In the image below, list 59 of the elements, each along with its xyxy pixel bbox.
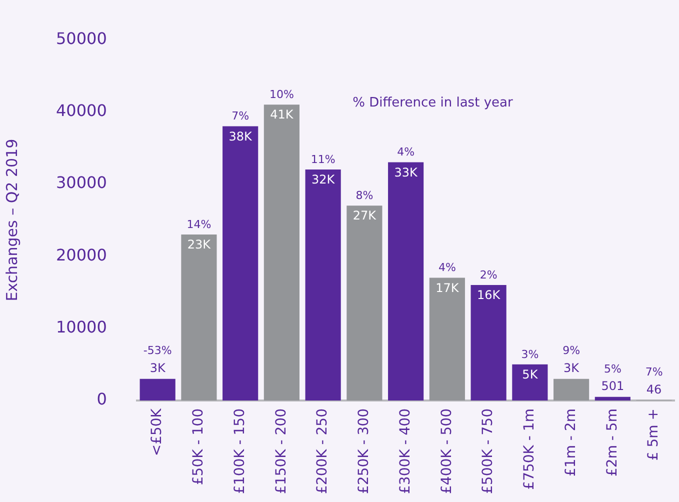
annotation: 4% [438, 261, 456, 274]
data-label: 501 [601, 379, 624, 394]
annotation: 14% [186, 218, 212, 231]
data-label: 27K [352, 208, 378, 223]
x-tick-label: £250K - 300 [356, 408, 372, 494]
x-tick-label: <£50K [149, 408, 166, 456]
bar [140, 378, 176, 401]
x-tick-label: £ 5m + [646, 408, 662, 461]
annotation: 4% [397, 146, 415, 159]
y-tick-label: 0 [96, 390, 107, 409]
data-label: 16K [476, 288, 502, 302]
data-label: 32K [312, 172, 336, 187]
y-tick-label: 40000 [56, 100, 107, 120]
x-tick-label: £400K - 500 [438, 408, 455, 494]
bar [554, 378, 590, 401]
y-tick-label: 50000 [56, 28, 107, 48]
x-tick-label: £200K - 250 [314, 408, 331, 494]
annotation: 2% [480, 268, 498, 282]
bar [512, 364, 548, 401]
annotation: 5% [604, 362, 622, 376]
bar [594, 396, 630, 401]
x-tick-label: £2m - 5m [604, 408, 620, 476]
annotation: 8% [356, 188, 374, 202]
x-tick-label: £300K - 400 [397, 408, 414, 494]
x-tick-label: £50K - 100 [190, 408, 207, 486]
data-label: 41K [270, 108, 294, 122]
data-label: 3K [564, 360, 580, 375]
annotation: 7% [645, 366, 663, 379]
data-label: 17K [436, 280, 460, 295]
data-label: 46 [646, 382, 662, 396]
annotation: % Difference in last year [352, 95, 514, 110]
bar [429, 278, 465, 401]
bar [222, 126, 258, 401]
annotation: -53% [143, 344, 172, 358]
data-label: 3K [150, 360, 166, 375]
annotation: 9% [562, 344, 580, 358]
bar [388, 162, 424, 401]
x-tick-label: £100K - 150 [232, 408, 248, 494]
x-tick-label: £150K - 200 [273, 408, 290, 494]
x-tick-label: £500K - 750 [480, 408, 496, 494]
x-tick-label: £750K - 1m [522, 408, 538, 490]
bar [346, 206, 382, 401]
y-tick-label: 30000 [56, 173, 107, 192]
data-label: 33K [394, 165, 419, 180]
annotation: 7% [232, 110, 250, 123]
data-label: 5K [522, 368, 539, 382]
y-tick-label: 20000 [56, 245, 107, 264]
bar [181, 234, 217, 401]
bar [305, 170, 341, 401]
annotation: 3% [521, 348, 539, 361]
bar [470, 285, 506, 401]
annotation: 10% [269, 88, 294, 101]
bar [264, 104, 300, 401]
annotation: 11% [310, 152, 336, 166]
data-label: 38K [228, 129, 254, 144]
x-tick-label: £1m - 2m [562, 408, 579, 476]
y-axis-title: Exchanges – Q2 2019 [2, 138, 21, 302]
y-tick-label: 10000 [56, 317, 107, 336]
data-label: 23K [187, 238, 212, 252]
